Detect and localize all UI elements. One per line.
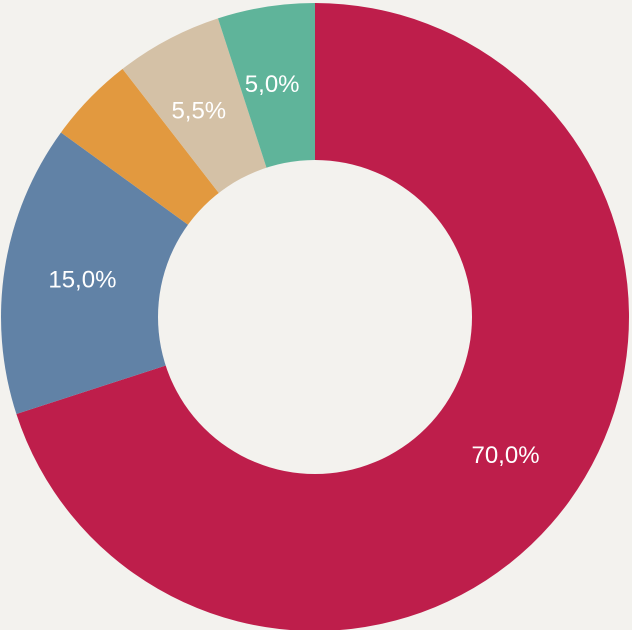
slice-label-1: 70,0% (471, 442, 539, 469)
slice-label-2: 15,0% (48, 267, 116, 294)
slice-label-5: 5,0% (245, 71, 300, 98)
donut-hole (158, 160, 472, 474)
slice-label-4: 5,5% (171, 97, 226, 124)
slice-2 (1, 132, 316, 415)
labels-group: 70,0% 15,0% 5,5% 5,0% (48, 71, 539, 469)
